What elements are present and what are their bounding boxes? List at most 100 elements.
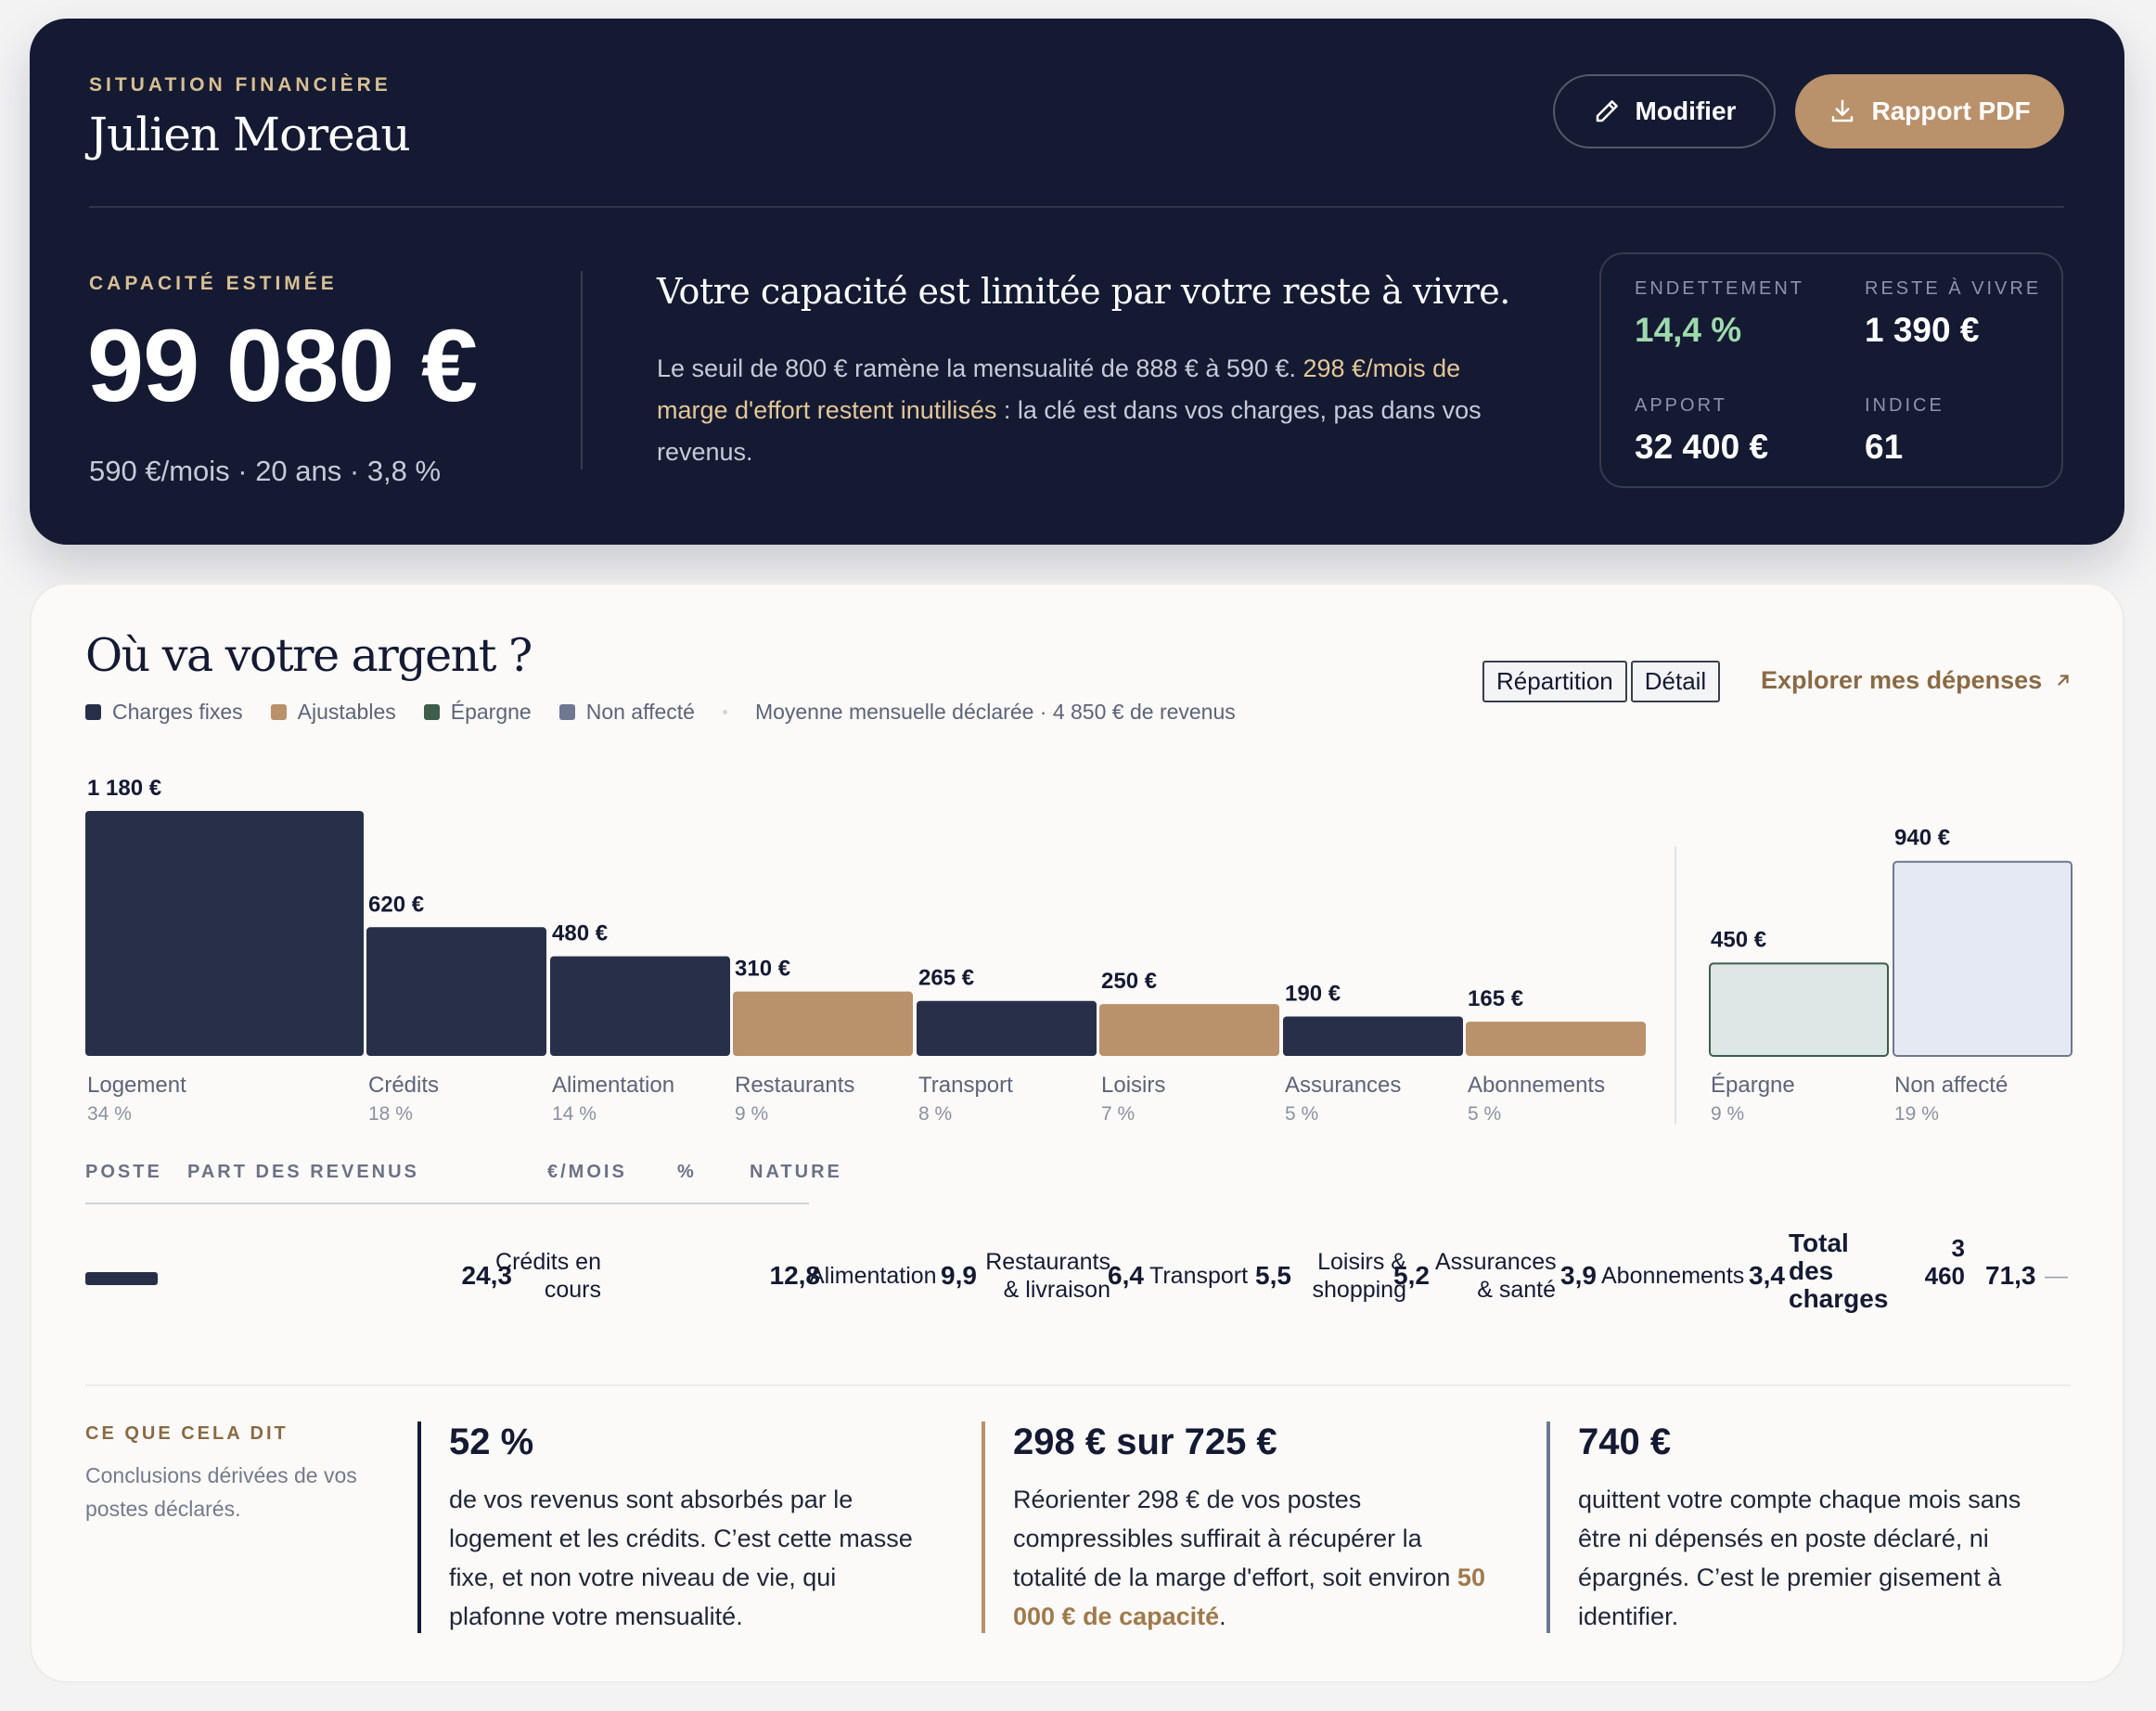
- edit-button[interactable]: Modifier: [1553, 74, 1776, 148]
- table-cell: Alimentation: [809, 1263, 937, 1289]
- bar-share-label: 5 %: [1468, 1103, 1501, 1125]
- bar-share-label: 8 %: [918, 1103, 952, 1125]
- bar-0-0: [85, 811, 364, 1056]
- insight-title: Votre capacité est limitée par votre res…: [657, 271, 1510, 312]
- arrow-up-right-icon: [2055, 666, 2072, 695]
- kpi-label: RESTE À VIVRE: [1865, 278, 2042, 299]
- conclusion-headline: 740 €: [1578, 1422, 1672, 1462]
- table-cell: 5,2: [1393, 1261, 1430, 1290]
- capacity-label: CAPACITÉ ESTIMÉE: [89, 273, 338, 294]
- edit-button-label: Modifier: [1635, 96, 1737, 125]
- spending-bar-chart: 1 180 € Logement 34 % 620 € Crédits 18 % 480 €…: [85, 776, 2073, 1125]
- table-cell: 12,8: [769, 1261, 821, 1290]
- table-cell: Loisirs & shopping: [1312, 1249, 1406, 1303]
- header-divider: [89, 206, 2064, 208]
- bar-category-label: Transport: [918, 1073, 1013, 1098]
- bar-1-0: [1709, 962, 1889, 1057]
- table-cell: 3 460: [1924, 1234, 1965, 1290]
- table-cell: 5,5: [1255, 1261, 1291, 1290]
- table-cell: 3,4: [1749, 1261, 1785, 1290]
- column-header-nature: NATURE: [750, 1162, 842, 1182]
- tab-repartition[interactable]: Répartition: [1482, 661, 1627, 702]
- column-header-monthly: €/MOIS: [547, 1162, 627, 1182]
- bar-category-label: Non affecté: [1894, 1073, 2008, 1098]
- bar-share-label: 9 %: [1711, 1103, 1744, 1125]
- bar-value-label: 450 €: [1711, 927, 1766, 952]
- conclusion-text: quittent votre compte chaque mois sans ê…: [1578, 1486, 2021, 1630]
- conclusions-eyebrow: CE QUE CELA DIT: [85, 1423, 289, 1444]
- bar-0-4: [917, 1000, 1097, 1056]
- kpi-panel: ENDETTEMENT 14,4 % RESTE À VIVRE 1 390 €…: [1599, 252, 2063, 488]
- bar-0-1: [366, 927, 546, 1056]
- explore-label: Explorer mes dépenses: [1761, 666, 2043, 694]
- conclusions-note: Conclusions dérivées de vos postes décla…: [85, 1463, 357, 1521]
- legend-label: Ajustables: [297, 700, 396, 724]
- table-cell: Abonnements: [1601, 1263, 1745, 1289]
- bar-value-label: 190 €: [1285, 981, 1341, 1006]
- conclusion-text-tail: .: [1219, 1602, 1226, 1630]
- bar-category-label: Abonnements: [1468, 1073, 1605, 1098]
- bar-share-label: 34 %: [87, 1103, 132, 1125]
- insight-body: Le seuil de 800 € ramène la mensualité d…: [657, 348, 1520, 473]
- bar-category-label: Épargne: [1711, 1073, 1795, 1098]
- bar-category-label: Crédits: [368, 1073, 439, 1098]
- kpi-label: INDICE: [1865, 395, 1944, 416]
- spending-card: Où va votre argent ? Charges fixes Ajust…: [30, 583, 2124, 1683]
- table-cell: Crédits en cours: [495, 1249, 601, 1303]
- bar-share-label: 19 %: [1894, 1103, 1939, 1125]
- kpi-label: APPORT: [1635, 395, 1727, 416]
- bar-value-label: 480 €: [552, 921, 608, 946]
- conclusion-unallocated: 740 € quittent votre compte chaque mois …: [1546, 1422, 2066, 1633]
- capacity-details: 590 €/mois · 20 ans · 3,8 %: [89, 455, 442, 487]
- insight-text-end: : la clé est dans vos charges, pas dans …: [657, 396, 1482, 466]
- bar-0-5: [1099, 1004, 1279, 1056]
- pdf-button-label: Rapport PDF: [1871, 96, 2031, 125]
- insight-text: Le seuil de 800 € ramène la mensualité d…: [657, 354, 1303, 382]
- kpi-down-payment: APPORT 32 400 €: [1635, 395, 1768, 467]
- section-divider: [85, 1384, 2071, 1386]
- bar-value-label: 940 €: [1894, 826, 1950, 851]
- income-note: Moyenne mensuelle déclarée · 4 850 € de …: [754, 700, 1236, 724]
- conclusion-text-body: Réorienter 298 € de vos postes compressi…: [1013, 1486, 1457, 1591]
- bar-share-label: 14 %: [552, 1103, 597, 1125]
- table-cell: —: [2045, 1263, 2068, 1289]
- column-header-percent: %: [677, 1162, 697, 1182]
- conclusion-effort-margin: 298 € sur 725 € Réorienter 298 € de vos …: [982, 1422, 1501, 1633]
- legend-item-fixed: Charges fixes: [85, 700, 243, 725]
- bar-value-label: 265 €: [918, 966, 974, 991]
- capacity-value: 99 080 €: [87, 309, 478, 423]
- bar-value-label: 310 €: [735, 957, 790, 982]
- chart-legend: Charges fixes Ajustables Épargne Non aff…: [85, 700, 1236, 725]
- section-eyebrow: SITUATION FINANCIÈRE: [89, 74, 391, 96]
- legend-swatch: [270, 704, 287, 720]
- bar-value-label: 620 €: [368, 892, 424, 917]
- legend-swatch: [85, 704, 101, 720]
- table-cell: 24,3: [461, 1261, 513, 1290]
- bar-category-label: Assurances: [1285, 1073, 1401, 1098]
- table-row: 24,3 Crédits en cours 12,8 Alimentation 9,9 R…: [32, 1225, 2126, 1327]
- tab-detail[interactable]: Détail: [1630, 661, 1721, 702]
- legend-swatch: [558, 704, 575, 720]
- kpi-value: 32 400 €: [1635, 428, 1769, 466]
- conclusion-text: de vos revenus sont absorbés par le loge…: [449, 1486, 913, 1630]
- bar-value-label: 165 €: [1468, 986, 1523, 1011]
- bar-0-2: [550, 956, 730, 1056]
- kpi-label: ENDETTEMENT: [1635, 278, 1804, 299]
- table-cell: 3,9: [1560, 1261, 1597, 1290]
- bar-value-label: 250 €: [1101, 969, 1157, 994]
- table-header-underline: [85, 1203, 809, 1204]
- bar-category-label: Restaurants: [735, 1073, 854, 1098]
- financial-summary-header: SITUATION FINANCIÈRE Julien Moreau Modif…: [30, 19, 2124, 545]
- legend-item-savings: Épargne: [423, 700, 532, 725]
- bar-0-7: [1466, 1022, 1646, 1056]
- explore-expenses-link[interactable]: Explorer mes dépenses: [1761, 666, 2072, 695]
- table-cell: Restaurants & livraison: [985, 1249, 1110, 1303]
- table-cell: 6,4: [1108, 1261, 1144, 1290]
- bar-category-label: Loisirs: [1101, 1073, 1165, 1098]
- bar-share-label: 5 %: [1285, 1103, 1318, 1125]
- download-icon: [1829, 97, 1856, 125]
- card-title: Où va votre argent ?: [85, 629, 533, 682]
- legend-item-adjustable: Ajustables: [270, 700, 396, 725]
- pdf-report-button[interactable]: Rapport PDF: [1795, 74, 2064, 148]
- table-cell: Total des charges: [1789, 1229, 1889, 1313]
